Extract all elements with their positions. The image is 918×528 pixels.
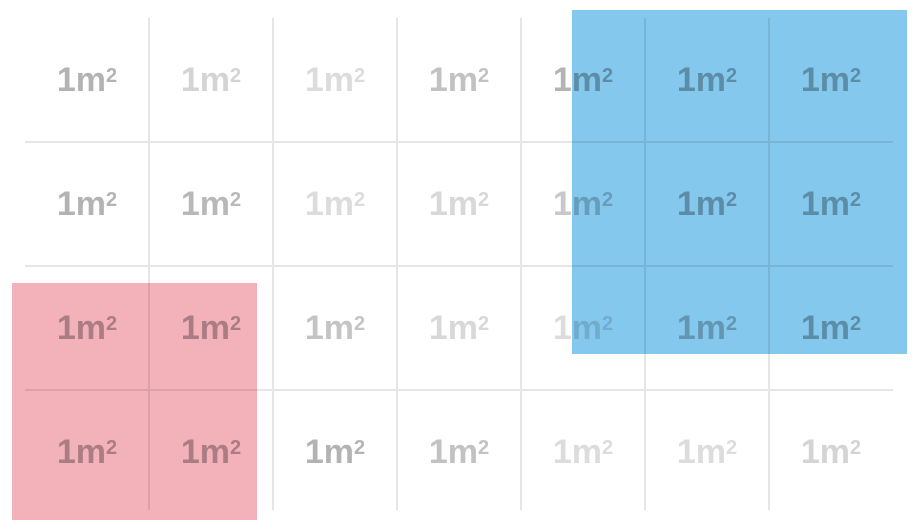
grid-horizontal-line [25,141,893,143]
grid-horizontal-line [25,389,893,391]
unit-exponent: 2 [354,312,366,335]
unit-text: 1m [304,60,354,99]
unit-exponent: 2 [478,188,490,211]
pink-region [12,283,257,520]
unit-exponent: 2 [354,188,366,211]
unit-text: 1m [800,432,850,471]
unit-text: 1m [304,432,354,471]
grid-horizontal-line [25,265,893,267]
unit-text: 1m [428,308,478,347]
unit-exponent: 2 [478,312,490,335]
grid-vertical-line [520,18,522,510]
grid-vertical-line [396,18,398,510]
unit-exponent: 2 [230,64,242,87]
unit-exponent: 2 [106,188,118,211]
unit-text: 1m [428,60,478,99]
blue-region [572,10,907,354]
unit-text: 1m [56,60,106,99]
unit-exponent: 2 [354,436,366,459]
grid-vertical-line [272,18,274,510]
unit-exponent: 2 [850,436,862,459]
unit-text: 1m [428,432,478,471]
unit-exponent: 2 [602,436,614,459]
unit-exponent: 2 [478,64,490,87]
unit-text: 1m [56,184,106,223]
grid-vertical-line [148,18,150,510]
unit-exponent: 2 [354,64,366,87]
unit-exponent: 2 [106,64,118,87]
unit-text: 1m [180,60,230,99]
unit-text: 1m [180,184,230,223]
unit-text: 1m [304,184,354,223]
unit-exponent: 2 [230,188,242,211]
unit-exponent: 2 [726,436,738,459]
unit-text: 1m [552,432,602,471]
unit-exponent: 2 [478,436,490,459]
unit-text: 1m [304,308,354,347]
unit-text: 1m [676,432,726,471]
unit-text: 1m [428,184,478,223]
